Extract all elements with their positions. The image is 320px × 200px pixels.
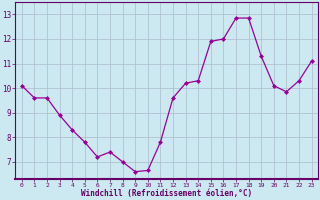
X-axis label: Windchill (Refroidissement éolien,°C): Windchill (Refroidissement éolien,°C): [81, 189, 252, 198]
